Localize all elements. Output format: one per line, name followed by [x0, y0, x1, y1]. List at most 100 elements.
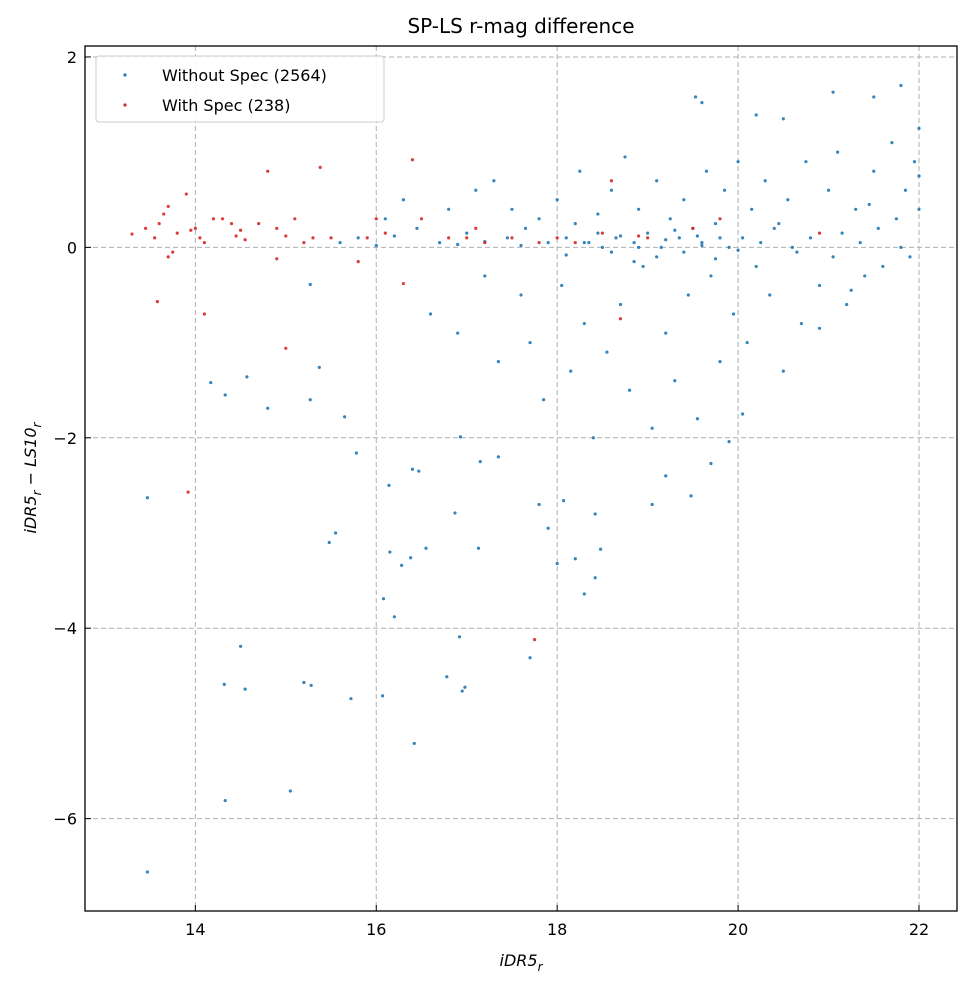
- point-without-spec: [573, 221, 577, 226]
- point-with-spec: [555, 236, 559, 240]
- point-without-spec: [478, 459, 482, 464]
- point-without-spec: [546, 241, 550, 245]
- point-without-spec: [609, 250, 614, 254]
- point-without-spec: [564, 253, 568, 257]
- point-without-spec: [596, 212, 600, 216]
- point-without-spec: [523, 226, 528, 230]
- point-without-spec: [693, 95, 698, 99]
- point-without-spec: [266, 406, 270, 410]
- point-without-spec: [718, 360, 722, 364]
- point-without-spec: [727, 245, 731, 249]
- point-with-spec: [184, 192, 188, 196]
- point-without-spec: [817, 283, 822, 288]
- point-with-spec: [636, 234, 641, 238]
- y-tick-label: −2: [53, 429, 77, 448]
- point-with-spec: [483, 241, 487, 245]
- point-without-spec: [899, 83, 903, 88]
- point-without-spec: [727, 440, 731, 444]
- point-without-spec: [854, 207, 858, 211]
- point-without-spec: [863, 274, 867, 278]
- legend-box: [95, 55, 385, 123]
- point-without-spec: [437, 241, 442, 245]
- point-without-spec: [804, 160, 808, 164]
- point-with-spec: [447, 236, 451, 240]
- point-without-spec: [302, 680, 306, 685]
- point-without-spec: [528, 656, 532, 660]
- point-without-spec: [415, 226, 419, 230]
- point-without-spec: [731, 312, 736, 316]
- point-without-spec: [505, 236, 510, 240]
- point-without-spec: [456, 242, 460, 247]
- point-without-spec: [655, 179, 659, 183]
- point-without-spec: [374, 243, 378, 248]
- point-without-spec: [474, 188, 478, 192]
- point-without-spec: [689, 494, 693, 498]
- point-without-spec: [392, 615, 396, 619]
- point-without-spec: [537, 502, 541, 507]
- point-without-spec: [412, 741, 416, 746]
- point-without-spec: [912, 160, 917, 164]
- point-with-spec: [202, 241, 207, 245]
- point-without-spec: [401, 198, 406, 202]
- point-without-spec: [741, 412, 745, 416]
- y-tick-label: 0: [67, 238, 77, 257]
- point-with-spec: [175, 231, 179, 235]
- x-tick-label: 20: [728, 920, 748, 939]
- point-without-spec: [759, 241, 763, 245]
- point-without-spec: [561, 499, 566, 503]
- point-without-spec: [145, 496, 150, 500]
- point-without-spec: [569, 369, 573, 373]
- legend: Without Spec (2564) With Spec (238): [95, 55, 385, 123]
- point-without-spec: [641, 264, 645, 269]
- point-without-spec: [288, 789, 292, 793]
- point-without-spec: [768, 293, 772, 297]
- point-with-spec: [220, 217, 225, 221]
- point-without-spec: [795, 250, 799, 254]
- x-tick-label: 18: [547, 920, 567, 939]
- point-with-spec: [198, 236, 202, 240]
- point-with-spec: [229, 221, 234, 226]
- point-without-spec: [704, 169, 709, 173]
- point-with-spec: [401, 281, 406, 286]
- point-without-spec: [457, 635, 462, 639]
- point-without-spec: [600, 245, 605, 249]
- point-without-spec: [460, 689, 464, 693]
- point-without-spec: [808, 236, 813, 240]
- point-without-spec: [145, 870, 150, 874]
- point-without-spec: [223, 798, 227, 803]
- point-without-spec: [659, 245, 663, 249]
- point-without-spec: [209, 380, 213, 385]
- point-with-spec: [293, 217, 297, 221]
- point-with-spec: [266, 169, 270, 173]
- point-without-spec: [243, 687, 247, 691]
- point-with-spec: [646, 236, 650, 240]
- point-without-spec: [308, 398, 312, 402]
- point-without-spec: [772, 226, 776, 230]
- y-tick-label: 2: [67, 48, 77, 67]
- point-without-spec: [713, 257, 718, 261]
- point-without-spec: [790, 245, 794, 249]
- point-without-spec: [673, 379, 677, 383]
- point-with-spec: [817, 231, 822, 235]
- point-with-spec: [419, 217, 424, 221]
- point-without-spec: [899, 245, 903, 249]
- point-without-spec: [383, 217, 387, 221]
- point-without-spec: [872, 95, 876, 99]
- point-with-spec: [157, 221, 161, 226]
- point-with-spec: [211, 217, 216, 221]
- point-with-spec: [284, 234, 288, 238]
- point-without-spec: [673, 228, 677, 232]
- point-without-spec: [845, 302, 849, 307]
- point-without-spec: [736, 248, 740, 252]
- point-with-spec: [257, 221, 261, 226]
- point-without-spec: [826, 188, 831, 192]
- point-without-spec: [650, 426, 654, 430]
- point-without-spec: [599, 547, 603, 551]
- point-with-spec: [234, 234, 238, 238]
- point-without-spec: [872, 169, 876, 173]
- point-without-spec: [849, 288, 853, 292]
- point-without-spec: [609, 188, 614, 192]
- point-without-spec: [817, 326, 822, 330]
- point-without-spec: [754, 113, 758, 117]
- point-with-spec: [600, 231, 605, 235]
